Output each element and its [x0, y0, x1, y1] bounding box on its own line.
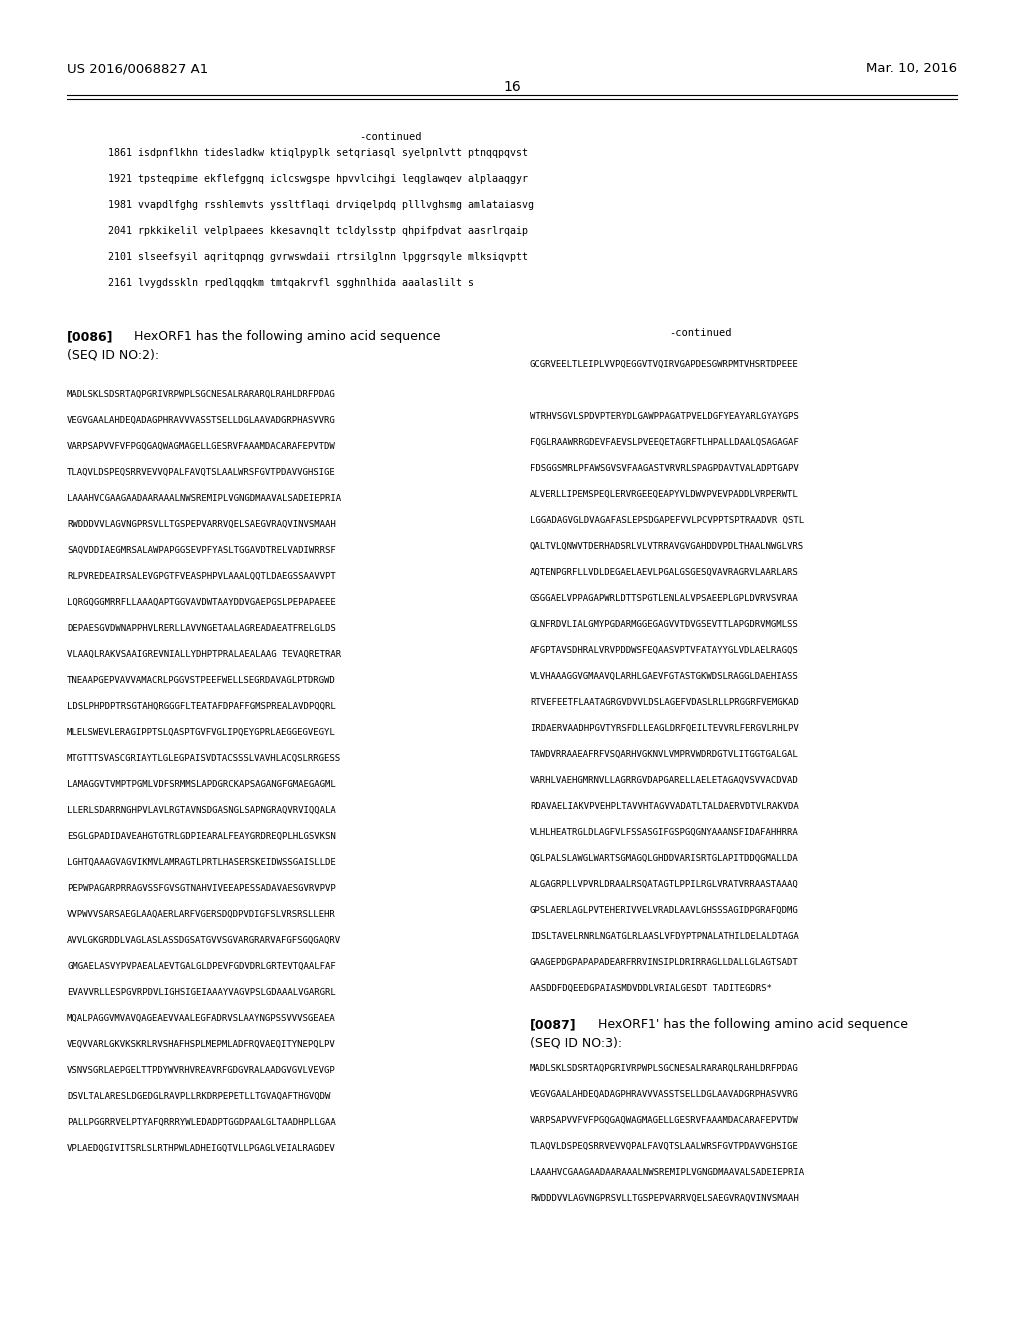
Text: 2101 slseefsyil aqritqpnqg gvrwswdaii rtrsilglnn lpggrsqyle mlksiqvptt: 2101 slseefsyil aqritqpnqg gvrwswdaii rt…: [108, 252, 528, 261]
Text: MQALPAGGVMVAVQAGEAEVVAALEGFADRVSLAAYNGPSSVVVSGEAEA: MQALPAGGVMVAVQAGEAEVVAALEGFADRVSLAAYNGPS…: [67, 1014, 336, 1023]
Text: WTRHVSGVLSPDVPTERYDLGAWPPAGATPVELDGFYEAYARLGYAYGPS: WTRHVSGVLSPDVPTERYDLGAWPPAGATPVELDGFYEAY…: [530, 412, 799, 421]
Text: VLHLHEATRGLDLAGFVLFSSASGIFGSPGQGNYAAANSFIDAFAHHRRA: VLHLHEATRGLDLAGFVLFSSASGIFGSPGQGNYAAANSF…: [530, 828, 799, 837]
Text: PALLPGGRRVELPTYAFQRRRYWLEDADPTGGDPAALGLTAADHPLLGAA: PALLPGGRRVELPTYAFQRRRYWLEDADPTGGDPAALGLT…: [67, 1118, 336, 1127]
Text: -continued: -continued: [358, 132, 421, 143]
Text: GMGAELASVYPVPAEALAEVTGALGLDPEVFGDVDRLGRTEVTQAALFAF: GMGAELASVYPVPAEALAEVTGALGLDPEVFGDVDRLGRT…: [67, 962, 336, 972]
Text: QGLPALSLAWGLWARTSGMAGQLGHDDVARISRTGLAPITDDQGMALLDA: QGLPALSLAWGLWARTSGMAGQLGHDDVARISRTGLAPIT…: [530, 854, 799, 863]
Text: MLELSWEVLERAGIPPTSLQASPTGVFVGLIPQEYGPRLAEGGEGVEGYL: MLELSWEVLERAGIPPTSLQASPTGVFVGLIPQEYGPRLA…: [67, 729, 336, 737]
Text: TNEAAPGEPVAVVAMACRLPGGVSTPEEFWELLSEGRDAVAGLPTDRGWD: TNEAAPGEPVAVVAMACRLPGGVSTPEEFWELLSEGRDAV…: [67, 676, 336, 685]
Text: LDSLPHPDPTRSGTAHQRGGGFLTEATAFDPAFFGMSPREALAVDPQQRL: LDSLPHPDPTRSGTAHQRGGGFLTEATAFDPAFFGMSPRE…: [67, 702, 336, 711]
Text: FQGLRAAWRRGDEVFAEVSLPVEEQETAGRFTLHPALLDAALQSAGAGAF: FQGLRAAWRRGDEVFAEVSLPVEEQETAGRFTLHPALLDA…: [530, 438, 799, 447]
Text: ESGLGPADIDAVEAHGTGTRLGDPIEARALFEAYGRDREQPLHLGSVKSN: ESGLGPADIDAVEAHGTGTRLGDPIEARALFEAYGRDREQ…: [67, 832, 336, 841]
Text: Mar. 10, 2016: Mar. 10, 2016: [866, 62, 957, 75]
Text: VSNVSGRLAEPGELTTPDYWVRHVREAVRFGDGVRALAADGVGVLVEVGP: VSNVSGRLAEPGELTTPDYWVRHVREAVRFGDGVRALAAD…: [67, 1067, 336, 1074]
Text: LLERLSDARRNGHPVLAVLRGTAVNSDGASNGLSAPNGRAQVRVIQQALA: LLERLSDARRNGHPVLAVLRGTAVNSDGASNGLSAPNGRA…: [67, 807, 336, 814]
Text: AQTENPGRFLLVDLDEGAELAEVLPGALGSGESQVAVRAGRVLAARLARS: AQTENPGRFLLVDLDEGAELAEVLPGALGSGESQVAVRAG…: [530, 568, 799, 577]
Text: HexORF1' has the following amino acid sequence: HexORF1' has the following amino acid se…: [582, 1018, 908, 1031]
Text: VEGVGAALAHDEQADAGPHRAVVVASSTSELLDGLAAVADGRPHASVVRG: VEGVGAALAHDEQADAGPHRAVVVASSTSELLDGLAAVAD…: [67, 416, 336, 425]
Text: -continued: -continued: [669, 327, 731, 338]
Text: AFGPTAVSDHRALVRVPDDWSFEQAASVPTVFATAYYGLVDLAELRAGQS: AFGPTAVSDHRALVRVPDDWSFEQAASVPTVFATAYYGLV…: [530, 645, 799, 655]
Text: SAQVDDIAEGMRSALAWPAPGGSEVPFYASLTGGAVDTRELVADIWRRSF: SAQVDDIAEGMRSALAWPAPGGSEVPFYASLTGGAVDTRE…: [67, 546, 336, 554]
Text: 1921 tpsteqpime ekflefggnq iclcswgspe hpvvlcihgi leqglawqev alplaaqgyr: 1921 tpsteqpime ekflefggnq iclcswgspe hp…: [108, 174, 528, 183]
Text: IRDAERVAADHPGVTYRSFDLLEAGLDRFQEILTEVVRLFERGVLRHLPV: IRDAERVAADHPGVTYRSFDLLEAGLDRFQEILTEVVRLF…: [530, 723, 799, 733]
Text: 2041 rpkkikelil velplpaees kkesavnqlt tcldylsstp qhpifpdvat aasrlrqaip: 2041 rpkkikelil velplpaees kkesavnqlt tc…: [108, 226, 528, 236]
Text: 1861 isdpnflkhn tidesladkw ktiqlpyplk setqriasql syelpnlvtt ptnqqpqvst: 1861 isdpnflkhn tidesladkw ktiqlpyplk se…: [108, 148, 528, 158]
Text: TAWDVRRAAEAFRFVSQARHVGKNVLVMPRVWDRDGTVLITGGTGALGAL: TAWDVRRAAEAFRFVSQARHVGKNVLVMPRVWDRDGTVLI…: [530, 750, 799, 759]
Text: HexORF1 has the following amino acid sequence: HexORF1 has the following amino acid seq…: [118, 330, 440, 343]
Text: VARPSAPVVFVFPGQGAQWAGMAGELLGESRVFAAAMDACARAFEPVTDW: VARPSAPVVFVFPGQGAQWAGMAGELLGESRVFAAAMDAC…: [530, 1115, 799, 1125]
Text: GSGGAELVPPAGAPWRLDTTSPGTLENLALVPSAEEPLGPLDVRVSVRAA: GSGGAELVPPAGAPWRLDTTSPGTLENLALVPSAEEPLGP…: [530, 594, 799, 603]
Text: TLAQVLDSPEQSRRVEVVQPALFAVQTSLAALWRSFGVTPDAVVGHSIGE: TLAQVLDSPEQSRRVEVVQPALFAVQTSLAALWRSFGVTP…: [530, 1142, 799, 1151]
Text: 2161 lvygdsskln rpedlqqqkm tmtqakrvfl sgghnlhida aaalaslilt s: 2161 lvygdsskln rpedlqqqkm tmtqakrvfl sg…: [108, 279, 474, 288]
Text: GLNFRDVLIALGMYPGDARMGGEGAGVVTDVGSEVTTLAPGDRVMGMLSS: GLNFRDVLIALGMYPGDARMGGEGAGVVTDVGSEVTTLAP…: [530, 620, 799, 630]
Text: [0087]: [0087]: [530, 1018, 577, 1031]
Text: LGGADAGVGLDVAGAFASLEPSDGAPEFVVLPCVPPTSPTRAADVR QSTL: LGGADAGVGLDVAGAFASLEPSDGAPEFVVLPCVPPTSPT…: [530, 516, 804, 525]
Text: MTGTTTSVASCGRIAYTLGLEGPAISVDTACSSSLVAVHLACQSLRRGESS: MTGTTTSVASCGRIAYTLGLEGPAISVDTACSSSLVAVHL…: [67, 754, 341, 763]
Text: (SEQ ID NO:2):: (SEQ ID NO:2):: [67, 348, 159, 360]
Text: VARHLVAEHGMRNVLLAGRRGVDAPGARELLAELETAGAQVSVVACDVAD: VARHLVAEHGMRNVLLAGRRGVDAPGARELLAELETAGAQ…: [530, 776, 799, 785]
Text: VLAAQLRAKVSAAIGREVNIALLYDHPTPRALAEALAAG TEVAQRETRAR: VLAAQLRAKVSAAIGREVNIALLYDHPTPRALAEALAAG …: [67, 649, 341, 659]
Text: 16: 16: [503, 81, 521, 94]
Text: GCGRVEELTLEIPLVVPQEGGVTVQIRVGAPDESGWRPMTVHSRTDPEEE: GCGRVEELTLEIPLVVPQEGGVTVQIRVGAPDESGWRPMT…: [530, 360, 799, 370]
Text: LAAAHVCGAAGAADAARAAALNWSREMIPLVGNGDMAAVALSADEIEPRIA: LAAAHVCGAAGAADAARAAALNWSREMIPLVGNGDMAAVA…: [530, 1168, 804, 1177]
Text: MADLSKLSDSRTAQPGRIVRPWPLSGCNESALRARARQLRAHLDRFPDAG: MADLSKLSDSRTAQPGRIVRPWPLSGCNESALRARARQLR…: [530, 1064, 799, 1073]
Text: AVVLGKGRDDLVAGLASLASSDGSATGVVSGVARGRARVAFGFSGQGAQRV: AVVLGKGRDDLVAGLASLASSDGSATGVVSGVARGRARVA…: [67, 936, 341, 945]
Text: RDAVAELIAKVPVEHPLTAVVHTAGVVADATLTALDAERVDTVLRAKVDA: RDAVAELIAKVPVEHPLTAVVHTAGVVADATLTALDAERV…: [530, 803, 799, 810]
Text: MADLSKLSDSRTAQPGRIVRPWPLSGCNESALRARARQLRAHLDRFPDAG: MADLSKLSDSRTAQPGRIVRPWPLSGCNESALRARARQLR…: [67, 389, 336, 399]
Text: VVPWVVSARSAEGLAAQAERLARFVGERSDQDPVDIGFSLVRSRSLLEHR: VVPWVVSARSAEGLAAQAERLARFVGERSDQDPVDIGFSL…: [67, 909, 336, 919]
Text: [0086]: [0086]: [67, 330, 114, 343]
Text: GPSLAERLAGLPVTEHERIVVELVRADLAAVLGHSSSAGIDPGRAFQDMG: GPSLAERLAGLPVTEHERIVVELVRADLAAVLGHSSSAGI…: [530, 906, 799, 915]
Text: LGHTQAAAGVAGVIKMVLAMRAGTLPRTLHASERSKEIDWSSGAISLLDE: LGHTQAAAGVAGVIKMVLAMRAGTLPRTLHASERSKEIDW…: [67, 858, 336, 867]
Text: VARPSAPVVFVFPGQGAQWAGMAGELLGESRVFAAAMDACARAFEPVTDW: VARPSAPVVFVFPGQGAQWAGMAGELLGESRVFAAAMDAC…: [67, 442, 336, 451]
Text: 1981 vvapdlfghg rsshlemvts yssltflaqi drviqelpdq plllvghsmg amlataiasvg: 1981 vvapdlfghg rsshlemvts yssltflaqi dr…: [108, 201, 534, 210]
Text: TLAQVLDSPEQSRRVEVVQPALFAVQTSLAALWRSFGVTPDAVVGHSIGE: TLAQVLDSPEQSRRVEVVQPALFAVQTSLAALWRSFGVTP…: [67, 469, 336, 477]
Text: FDSGGSMRLPFAWSGVSVFAAGASTVRVRLSPAGPDAVTVALADPTGAPV: FDSGGSMRLPFAWSGVSVFAAGASTVRVRLSPAGPDAVTV…: [530, 465, 799, 473]
Text: IDSLTAVELRNRLNGATGLRLAASLVFDYPTPNALATHILDELALDTAGA: IDSLTAVELRNRLNGATGLRLAASLVFDYPTPNALATHIL…: [530, 932, 799, 941]
Text: US 2016/0068827 A1: US 2016/0068827 A1: [67, 62, 208, 75]
Text: LAMAGGVTVMPTPGMLVDFSRMMSLAPDGRCKAPSAGANGFGMAEGAGML: LAMAGGVTVMPTPGMLVDFSRMMSLAPDGRCKAPSAGANG…: [67, 780, 336, 789]
Text: LAAAHVCGAAGAADAARAAALNWSREMIPLVGNGDMAAVALSADEIEPRIA: LAAAHVCGAAGAADAARAAALNWSREMIPLVGNGDMAAVA…: [67, 494, 341, 503]
Text: VPLAEDQGIVITSRLSLRTHPWLADHEIGQTVLLPGAGLVEIALRAGDEV: VPLAEDQGIVITSRLSLRTHPWLADHEIGQTVLLPGAGLV…: [67, 1144, 336, 1152]
Text: VEGVGAALAHDEQADAGPHRAVVVASSTSELLDGLAAVADGRPHASVVRG: VEGVGAALAHDEQADAGPHRAVVVASSTSELLDGLAAVAD…: [530, 1090, 799, 1100]
Text: LQRGQGGMRRFLLAAAQAPTGGVAVDWTAAYDDVGAEPGSLPEPAPAEEE: LQRGQGGMRRFLLAAAQAPTGGVAVDWTAAYDDVGAEPGS…: [67, 598, 336, 607]
Text: RTVEFEETFLAATAGRGVDVVLDSLAGEFVDASLRLLPRGGRFVEMGKAD: RTVEFEETFLAATAGRGVDVVLDSLAGEFVDASLRLLPRG…: [530, 698, 799, 708]
Text: PEPWPAGARPRRAGVSSFGVSGTNAHVIVEEAPESSADAVAESGVRVPVP: PEPWPAGARPRRAGVSSFGVSGTNAHVIVEEAPESSADAV…: [67, 884, 336, 894]
Text: ALGAGRPLLVPVRLDRAALRSQATAGTLPPILRGLVRATVRRAASTAAAQ: ALGAGRPLLVPVRLDRAALRSQATAGTLPPILRGLVRATV…: [530, 880, 799, 888]
Text: EVAVVRLLESPGVRPDVLIGHSIGEIAAAYVAGVPSLGDAAALVGARGRL: EVAVVRLLESPGVRPDVLIGHSIGEIAAAYVAGVPSLGDA…: [67, 987, 336, 997]
Text: RLPVREDEAIRSALEVGPGTFVEASPHPVLAAALQQTLDAEGSSAAVVPT: RLPVREDEAIRSALEVGPGTFVEASPHPVLAAALQQTLDA…: [67, 572, 336, 581]
Text: (SEQ ID NO:3):: (SEQ ID NO:3):: [530, 1036, 623, 1049]
Text: GAAGEPDGPAPAPADEARFRRVINSIPLDRIRRAGLLDALLGLAGTSADT: GAAGEPDGPAPAPADEARFRRVINSIPLDRIRRAGLLDAL…: [530, 958, 799, 968]
Text: DSVLTALARESLDGEDGLRAVPLLRKDRPEPETLLTGVAQAFTHGVQDW: DSVLTALARESLDGEDGLRAVPLLRKDRPEPETLLTGVAQ…: [67, 1092, 331, 1101]
Text: RWDDDVVLAGVNGPRSVLLTGSPEPVARRVQELSAEGVRAQVINVSMAAH: RWDDDVVLAGVNGPRSVLLTGSPEPVARRVQELSAEGVRA…: [67, 520, 336, 529]
Text: ALVERLLIPEMSPEQLERVRGEEQEAPYVLDWVPVEVPADDLVRPERWTL: ALVERLLIPEMSPEQLERVRGEEQEAPYVLDWVPVEVPAD…: [530, 490, 799, 499]
Text: VLVHAAAGGVGMAAVQLARHLGAEVFGTASTGKWDSLRAGGLDAEHIASS: VLVHAAAGGVGMAAVQLARHLGAEVFGTASTGKWDSLRAG…: [530, 672, 799, 681]
Text: QALTVLQNWVTDERHADSRLVLVTRRAVGVGAHDDVPDLTHAALNWGLVRS: QALTVLQNWVTDERHADSRLVLVTRRAVGVGAHDDVPDLT…: [530, 543, 804, 550]
Text: RWDDDVVLAGVNGPRSVLLTGSPEPVARRVQELSAEGVRAQVINVSMAAH: RWDDDVVLAGVNGPRSVLLTGSPEPVARRVQELSAEGVRA…: [530, 1195, 799, 1203]
Text: AASDDFDQEEDGPAIASMDVDDLVRIALGESDT TADITEGDRS*: AASDDFDQEEDGPAIASMDVDDLVRIALGESDT TADITE…: [530, 983, 772, 993]
Text: DEPAESGVDWNAPPHVLRERLLAVVNGETAALAGREADAEATFRELGLDS: DEPAESGVDWNAPPHVLRERLLAVVNGETAALAGREADAE…: [67, 624, 336, 634]
Text: VEQVVARLGKVKSKRLRVSHAFHSPLMEPMLADFRQVAEQITYNEPQLPV: VEQVVARLGKVKSKRLRVSHAFHSPLMEPMLADFRQVAEQ…: [67, 1040, 336, 1049]
